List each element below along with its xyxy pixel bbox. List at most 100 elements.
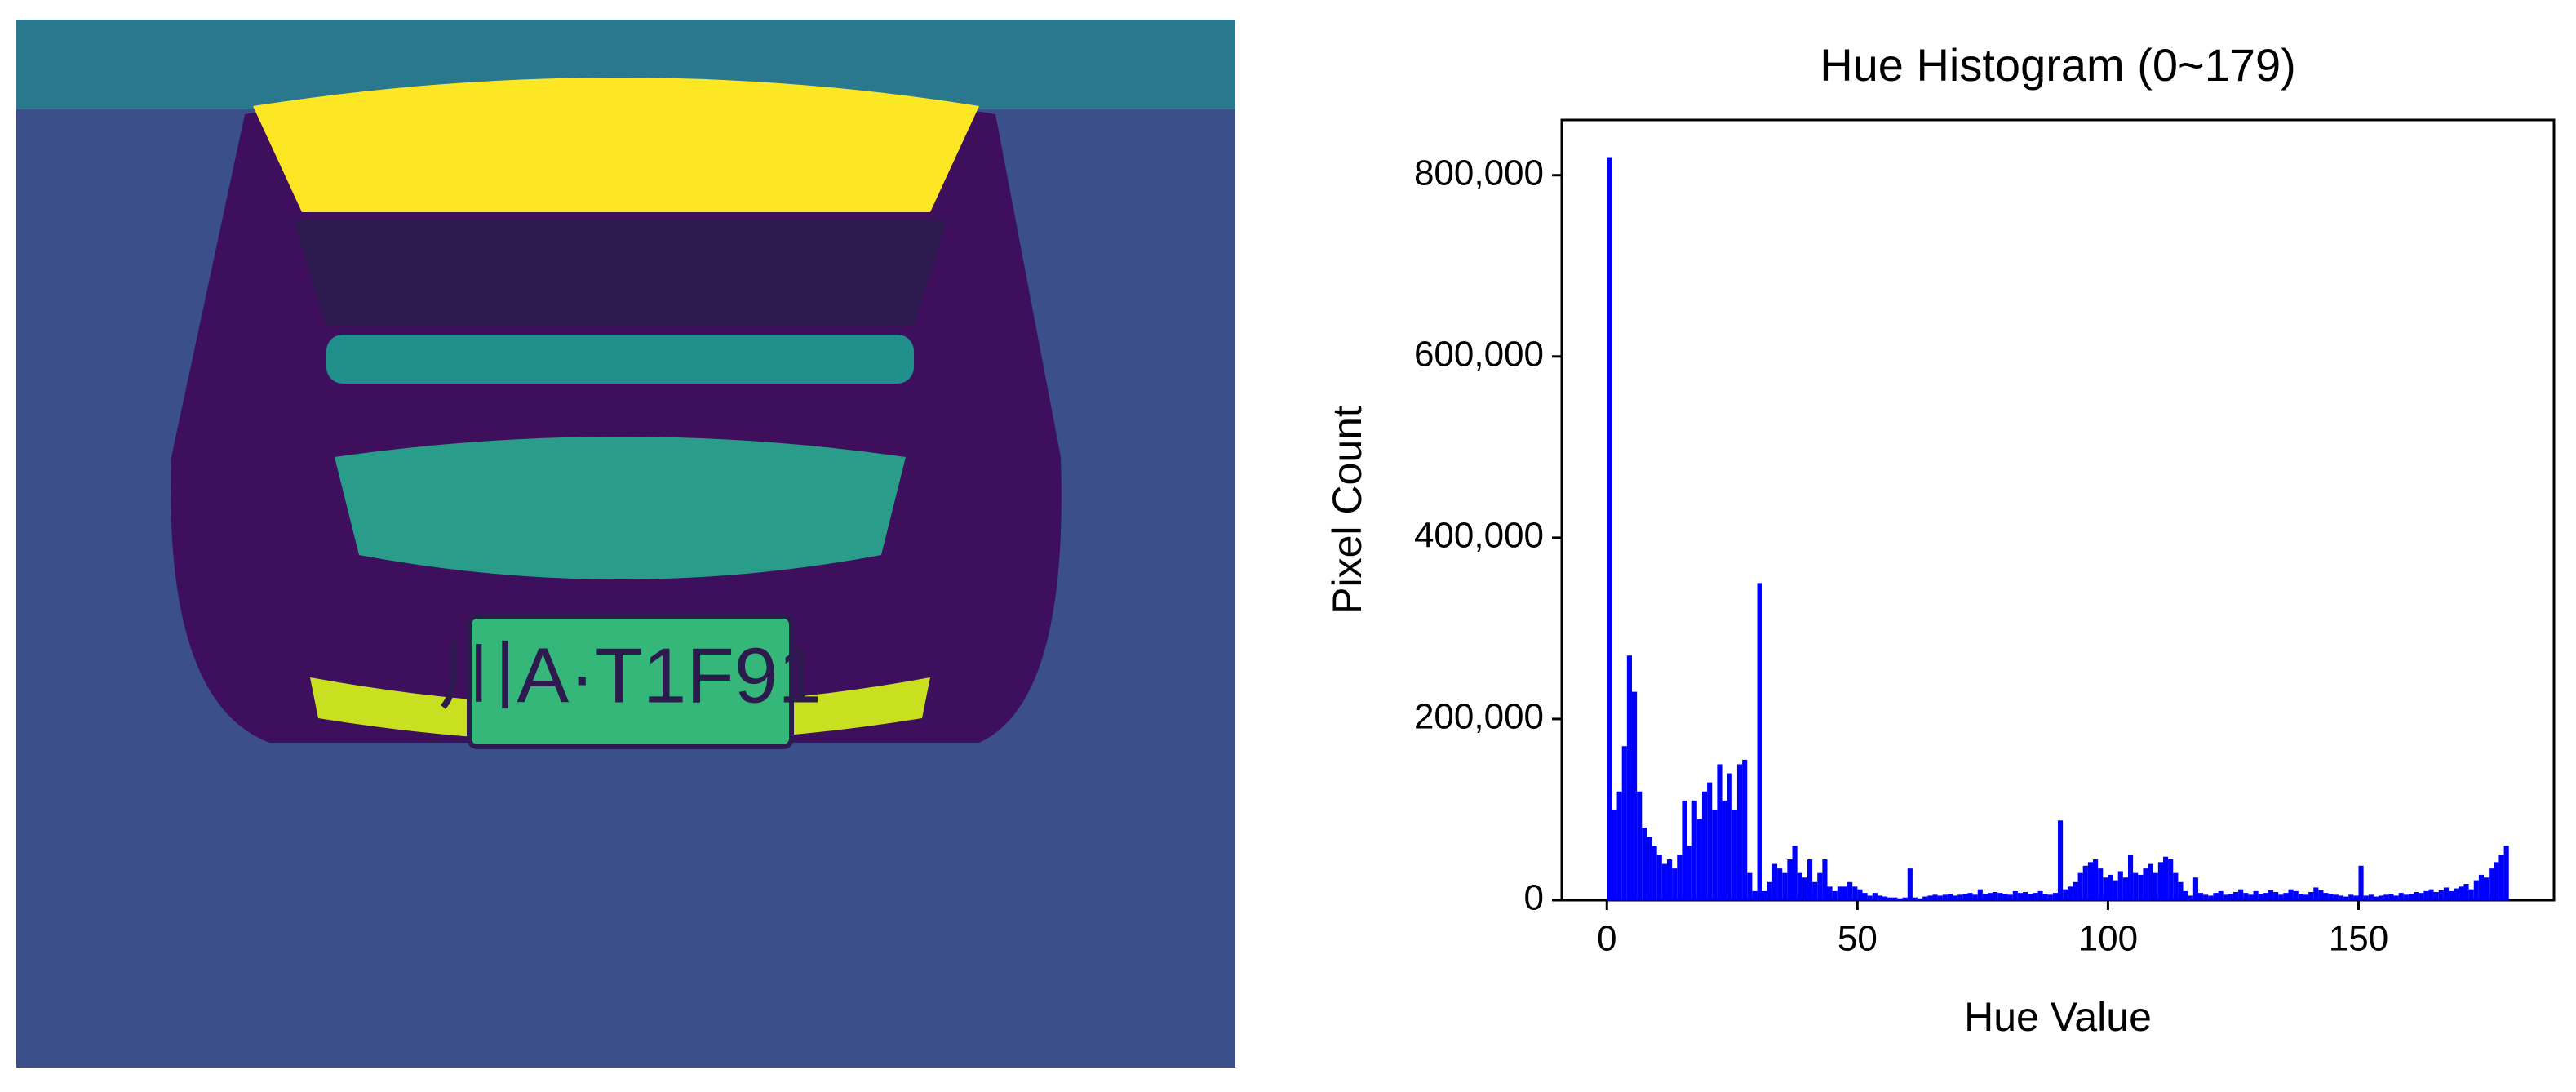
bar [1631, 691, 1638, 900]
bar [2218, 890, 2224, 900]
bar [1932, 894, 1938, 900]
bar [2138, 874, 2144, 900]
bar [2058, 820, 2064, 900]
bar [2228, 894, 2233, 900]
bar [1771, 863, 1778, 900]
bar [1717, 764, 1723, 900]
bar [2047, 894, 2053, 900]
bar [1762, 890, 1767, 900]
bar [2223, 894, 2228, 900]
bar [2498, 855, 2504, 900]
bar [2358, 865, 2364, 900]
bar [1621, 746, 1627, 900]
bar [1852, 886, 1858, 900]
bar [2082, 865, 2088, 900]
bar [1742, 759, 1748, 900]
bar [2143, 868, 2148, 900]
bar [1752, 890, 1758, 900]
bar [1827, 886, 1833, 900]
bar [2313, 887, 2319, 900]
bar [2503, 846, 2509, 900]
bar [2148, 863, 2153, 900]
bar [2428, 889, 2434, 900]
bar [2423, 890, 2429, 900]
bar [1731, 809, 1737, 900]
bar [2403, 894, 2409, 900]
bar [2383, 894, 2389, 900]
bar [2489, 868, 2494, 900]
bar [2037, 890, 2043, 900]
bar [2213, 893, 2219, 900]
bar [1647, 837, 1652, 900]
bar [1712, 809, 1718, 900]
car-hood [253, 78, 979, 212]
y-tick-label: 800,000 [1414, 153, 1544, 193]
bar [2288, 889, 2294, 900]
bar [1867, 895, 1873, 900]
bar [2393, 895, 2399, 900]
license-plate [467, 614, 794, 749]
bar [1837, 886, 1842, 900]
bar [2197, 893, 2204, 900]
bar [1847, 881, 1853, 900]
bar [2028, 894, 2033, 900]
bar [1902, 897, 1908, 900]
bar [1687, 846, 1692, 900]
bar [1822, 859, 1828, 900]
bar [2168, 859, 2174, 900]
plate-text: 川A·T1F91 [438, 632, 821, 719]
bar [2468, 889, 2474, 900]
bar [1757, 583, 1762, 900]
bar [2449, 890, 2454, 900]
x-axis-label: Hue Value [1964, 994, 2152, 1040]
bar [2238, 889, 2244, 900]
bar [1637, 791, 1643, 900]
bar [1612, 809, 1617, 900]
bar [2103, 877, 2108, 900]
x-tick-label: 50 [1838, 919, 1878, 959]
bar [2283, 893, 2289, 900]
bar [1672, 868, 1678, 900]
bar [2157, 862, 2163, 900]
bar [2203, 894, 2209, 900]
bar [2343, 896, 2349, 900]
bar [2153, 872, 2158, 900]
bar [2273, 892, 2279, 900]
bar [2323, 893, 2329, 900]
bar [2258, 894, 2263, 900]
x-tick-label: 100 [2078, 919, 2138, 959]
bar [1812, 881, 1818, 900]
bar [1767, 881, 1772, 900]
chart-title: Hue Histogram (0~179) [1820, 39, 2296, 91]
bar [1997, 893, 2003, 900]
bar [1787, 859, 1793, 900]
y-tick-label: 600,000 [1414, 334, 1544, 374]
bar [2192, 877, 2198, 900]
bar [1696, 819, 1702, 900]
hue-image: 川A·T1F91 [16, 20, 1235, 1068]
bar [2398, 893, 2404, 900]
bar [2368, 894, 2374, 900]
car-grille [335, 437, 906, 579]
bar [1892, 897, 1898, 900]
bar [2183, 890, 2188, 900]
bar [1701, 791, 1708, 900]
bar [2473, 880, 2479, 900]
bar [2117, 871, 2123, 900]
bar [1862, 893, 1868, 900]
bar [1962, 894, 1968, 900]
bar [1652, 846, 1657, 900]
bar [2303, 894, 2309, 900]
bar [2092, 859, 2099, 900]
bar [1707, 782, 1713, 900]
bar [1616, 791, 1622, 900]
bar [1872, 893, 1878, 900]
bar [2133, 872, 2139, 900]
bar [2087, 862, 2093, 900]
bar [2012, 890, 2018, 900]
bar [2232, 892, 2239, 900]
bar [1842, 886, 1848, 900]
bar [1677, 855, 1683, 900]
bar [1912, 897, 1918, 900]
